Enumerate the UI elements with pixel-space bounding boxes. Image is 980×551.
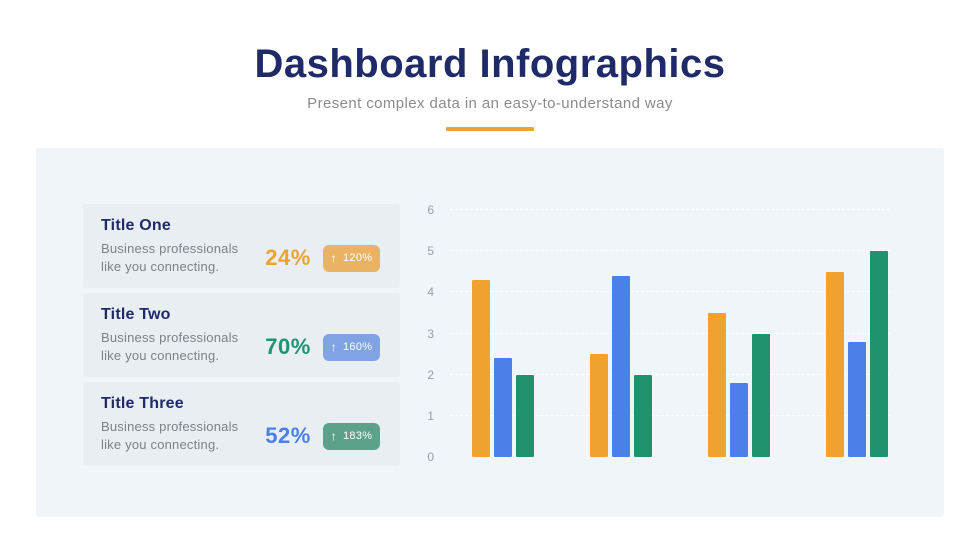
stat-card-description: Business professionals like you connecti… — [101, 241, 239, 275]
stat-card-row: Business professionals like you connecti… — [101, 418, 380, 454]
stat-card-percent: 70% — [265, 334, 311, 360]
bar-green — [634, 374, 652, 457]
y-axis-tick-label: 5 — [427, 244, 434, 259]
arrow-up-icon: ↑ — [330, 340, 337, 355]
page-title: Dashboard Infographics — [254, 42, 726, 86]
bar-orange — [708, 312, 726, 457]
stat-card-title: Title One — [101, 217, 171, 234]
stat-card-title: Title Three — [101, 395, 184, 412]
y-axis-tick-label: 0 — [427, 450, 434, 464]
gridline — [450, 209, 890, 210]
stat-card-title: Title Two — [101, 306, 171, 323]
stat-card-three: Title Three Business professionals like … — [83, 382, 400, 466]
stat-card-badge: ↑ 183% — [323, 422, 380, 450]
stat-card-badge: ↑ 160% — [323, 333, 380, 361]
title-divider — [446, 127, 534, 131]
bar-green — [516, 374, 534, 457]
gridline — [450, 332, 890, 334]
y-axis-tick-label: 3 — [427, 326, 434, 341]
bar-group — [708, 210, 770, 457]
stat-card-row: Business professionals like you connecti… — [101, 240, 380, 276]
stat-card-badge-label: 160% — [342, 341, 373, 354]
gridline — [450, 414, 890, 416]
chart-y-axis: 0 1 2 3 4 5 6 — [404, 204, 434, 463]
gridline — [450, 291, 890, 293]
bar-orange — [472, 279, 490, 457]
bar-blue — [730, 382, 748, 457]
stat-card-description: Business professionals like you connecti… — [101, 330, 239, 364]
gridline — [450, 250, 890, 252]
bar-blue — [612, 275, 630, 457]
arrow-up-icon: ↑ — [330, 429, 337, 444]
bar-plot — [450, 209, 890, 457]
bar-blue — [494, 358, 512, 457]
stat-card-percent: 52% — [265, 423, 311, 449]
stat-card-badge-label: 120% — [342, 252, 373, 265]
bar-green — [752, 333, 770, 457]
gridline — [450, 373, 890, 375]
bar-green — [870, 251, 888, 457]
page-subtitle: Present complex data in an easy-to-under… — [307, 95, 673, 112]
y-axis-tick-label: 6 — [427, 203, 434, 217]
y-axis-tick-label: 2 — [427, 367, 434, 382]
stat-card-percent: 24% — [265, 245, 311, 271]
arrow-up-icon: ↑ — [330, 251, 337, 266]
stat-card-badge: ↑ 120% — [323, 244, 380, 272]
stat-card-one: Title One Business professionals like yo… — [83, 204, 400, 288]
stat-card-two: Title Two Business professionals like yo… — [83, 293, 400, 377]
bar-group — [826, 210, 888, 457]
bar-orange — [826, 271, 844, 457]
bar-orange — [590, 354, 608, 457]
bar-groups — [470, 210, 890, 457]
bar-blue — [848, 341, 866, 457]
stat-card-description: Business professionals like you connecti… — [101, 419, 239, 453]
dashboard-panel: Title One Business professionals like yo… — [36, 148, 944, 517]
bar-group — [590, 210, 652, 457]
slide-header: Dashboard Infographics Present complex d… — [0, 0, 980, 131]
stat-card-row: Business professionals like you connecti… — [101, 329, 380, 365]
bar-group — [472, 210, 534, 457]
y-axis-tick-label: 4 — [427, 285, 434, 300]
stat-card-badge-label: 183% — [342, 430, 373, 443]
y-axis-tick-label: 1 — [427, 408, 434, 423]
